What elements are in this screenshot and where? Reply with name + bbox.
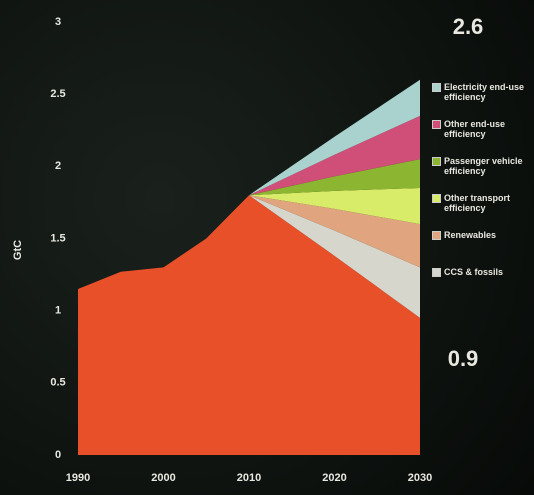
area	[249, 115, 420, 196]
legend-swatch	[432, 231, 441, 240]
annotation: 0.9	[448, 346, 479, 371]
legend-entry: CCS & fossils	[432, 267, 527, 277]
area	[78, 195, 420, 455]
x-tick-label: 2020	[322, 472, 346, 484]
legend-label: Electricity end-use efficiency	[444, 82, 525, 102]
area	[249, 79, 420, 196]
legend-swatch	[432, 83, 441, 92]
x-tick-label: 1990	[66, 472, 90, 484]
y-tick-label: 1.5	[50, 232, 65, 244]
legend-swatch	[432, 194, 441, 203]
y-tick-label: 2.5	[50, 88, 65, 100]
legend-entry: Renewables	[432, 230, 527, 240]
area	[249, 159, 420, 196]
x-tick-label: 2000	[151, 472, 175, 484]
y-tick-label: 1	[55, 305, 61, 317]
legend-label: CCS & fossils	[444, 267, 504, 277]
area	[249, 187, 420, 225]
legend-label: Passenger vehicle efficiency	[444, 156, 523, 176]
legend-swatch	[432, 268, 441, 277]
legend-swatch	[432, 157, 441, 166]
x-tick-label: 2010	[237, 472, 261, 484]
legend-label: Renewables	[444, 230, 497, 240]
y-tick-label: 0	[55, 449, 61, 461]
area	[249, 195, 420, 268]
x-tick-label: 2030	[408, 472, 432, 484]
legend-label: Other end-use efficiency	[444, 119, 506, 139]
y-tick-label: 3	[55, 16, 61, 28]
y-tick-label: 0.5	[50, 377, 65, 389]
legend-entry: Passenger vehicle efficiency	[432, 156, 527, 176]
y-tick-label: 2	[55, 160, 61, 172]
legend-entry: Electricity end-use efficiency	[432, 82, 527, 102]
y-axis-label: GtC	[12, 240, 24, 260]
legend-entry: Other end-use efficiency	[432, 119, 527, 139]
annotation: 2.6	[453, 14, 484, 39]
area	[249, 195, 420, 318]
legend-label: Other transport efficiency	[444, 193, 511, 213]
legend-swatch	[432, 120, 441, 129]
legend-entry: Other transport efficiency	[432, 193, 527, 213]
